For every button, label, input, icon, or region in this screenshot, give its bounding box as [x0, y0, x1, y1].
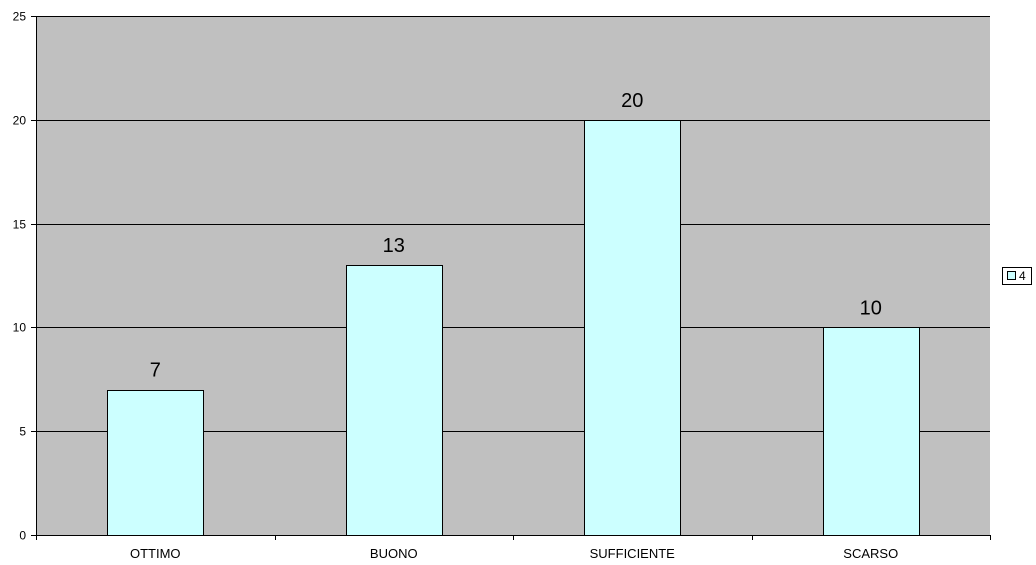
legend-label: 4	[1019, 269, 1026, 283]
category-label: SCARSO	[843, 546, 898, 561]
data-label: 7	[150, 360, 161, 382]
y-tick-label: 15	[13, 218, 27, 232]
bar	[107, 390, 204, 536]
data-label: 20	[621, 90, 643, 112]
legend-swatch	[1007, 271, 1016, 280]
data-label: 13	[383, 235, 405, 257]
legend-box	[1002, 267, 1032, 285]
category-label: OTTIMO	[130, 546, 181, 561]
bar	[823, 327, 920, 536]
y-tick-label: 25	[13, 10, 27, 24]
y-tick-label: 5	[19, 425, 26, 439]
data-label: 10	[860, 297, 882, 319]
bar	[584, 120, 681, 536]
category-label: BUONO	[370, 546, 418, 561]
bar	[346, 265, 443, 536]
y-tick-label: 20	[13, 114, 27, 128]
category-label: SUFFICIENTE	[590, 546, 676, 561]
y-tick-label: 10	[13, 321, 27, 335]
y-tick-label: 0	[19, 529, 26, 543]
